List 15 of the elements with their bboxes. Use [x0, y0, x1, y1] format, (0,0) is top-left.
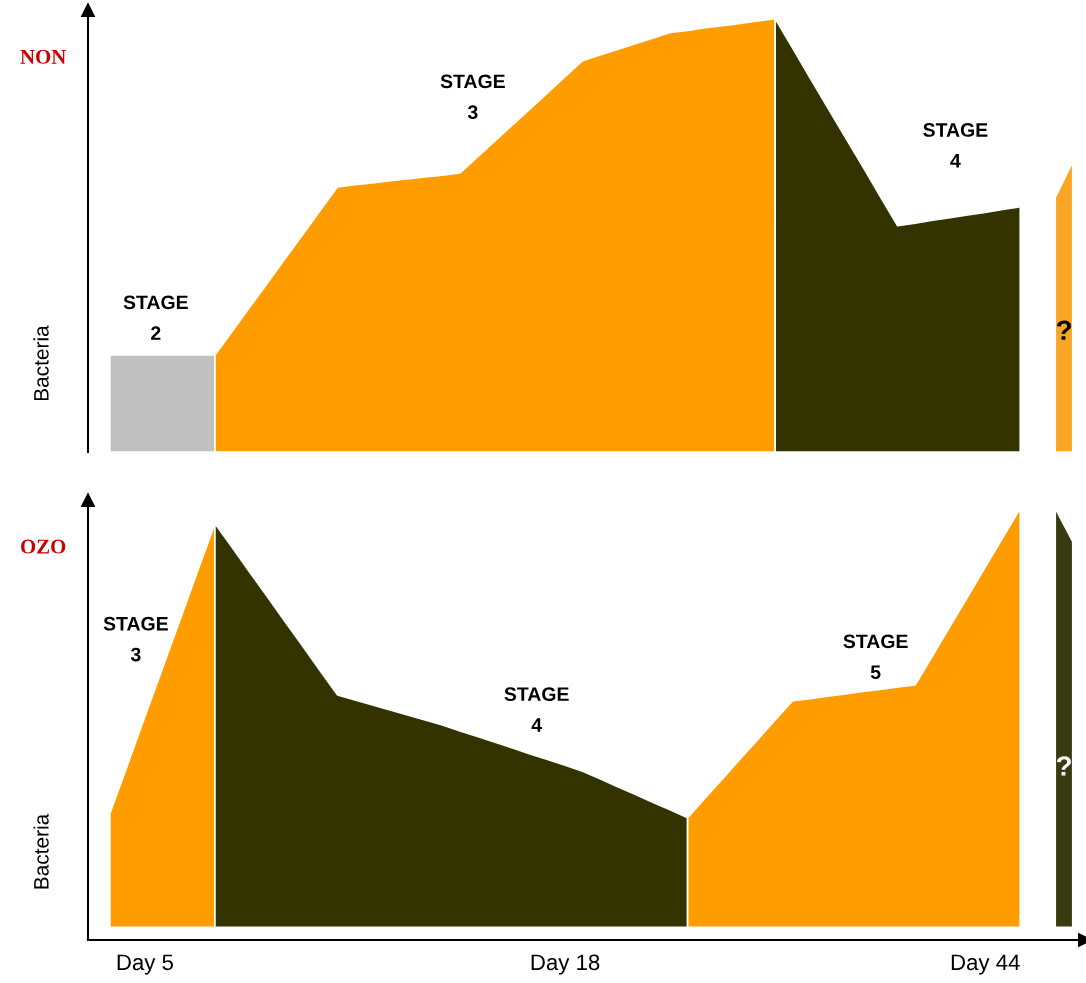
annotation: STAGE 4 [923, 123, 988, 168]
annotation: STAGE 3 [440, 74, 505, 120]
x-tick-label: Day 18 [531, 954, 600, 975]
annotation: ? [1056, 320, 1071, 340]
annotation: STAGE 3 [103, 616, 168, 662]
annotation: ? [1056, 756, 1071, 776]
annotation: STAGE 5 [843, 634, 908, 680]
y-axis-title: Bacteria [33, 325, 49, 401]
annotation: STAGE 4 [504, 687, 569, 732]
y-axis-title: Bacteria [33, 813, 49, 889]
text: OZO [21, 539, 66, 554]
annotation: STAGE 2 [123, 295, 188, 340]
x-tick-label: Day 44 [951, 954, 1020, 975]
x-tick-label: Day 5 [117, 954, 173, 975]
text: NON [20, 49, 67, 64]
